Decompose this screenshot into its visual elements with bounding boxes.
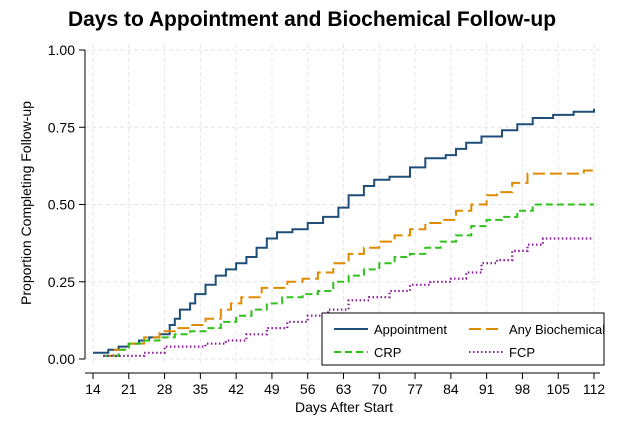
series-line (103, 167, 595, 357)
x-tick-label: 42 (228, 381, 244, 397)
x-axis-title: Days After Start (295, 399, 393, 415)
x-tick-label: 49 (264, 381, 280, 397)
x-tick-label: 14 (85, 381, 101, 397)
x-tick-label: 77 (407, 381, 423, 397)
legend: Appointment Any Biochemical CRP FCP (321, 312, 605, 366)
y-tick-label: 0.25 (48, 274, 75, 290)
y-axis-ticks: 0.00 0.25 0.50 0.75 1.00 (48, 42, 85, 367)
x-tick-label: 35 (193, 381, 209, 397)
legend-label: CRP (374, 345, 401, 360)
legend-label: Any Biochemical (509, 322, 605, 337)
series-line (93, 108, 595, 354)
y-tick-label: 0.50 (48, 197, 75, 213)
x-tick-label: 112 (583, 381, 606, 397)
x-tick-label: 70 (371, 381, 387, 397)
series-line (103, 203, 594, 357)
y-axis-title: Proportion Completing Follow-up (18, 101, 34, 305)
x-tick-label: 84 (443, 381, 459, 397)
legend-label: FCP (509, 345, 535, 360)
x-axis-ticks: 14 21 28 35 42 49 56 63 70 77 84 91 98 105 112 (85, 373, 605, 397)
chart-title: Days to Appointment and Biochemical Foll… (67, 8, 557, 31)
y-tick-label: 1.00 (48, 42, 75, 58)
x-tick-label: 105 (547, 381, 571, 397)
x-tick-label: 56 (300, 381, 316, 397)
legend-box (321, 312, 605, 366)
y-tick-label: 0.75 (48, 119, 75, 135)
x-tick-label: 98 (515, 381, 531, 397)
x-tick-label: 63 (336, 381, 352, 397)
y-tick-label: 0.00 (48, 351, 75, 367)
x-tick-label: 21 (121, 381, 137, 397)
series-group (93, 108, 595, 357)
legend-label: Appointment (374, 322, 447, 337)
x-tick-label: 91 (479, 381, 495, 397)
x-tick-label: 28 (157, 381, 173, 397)
